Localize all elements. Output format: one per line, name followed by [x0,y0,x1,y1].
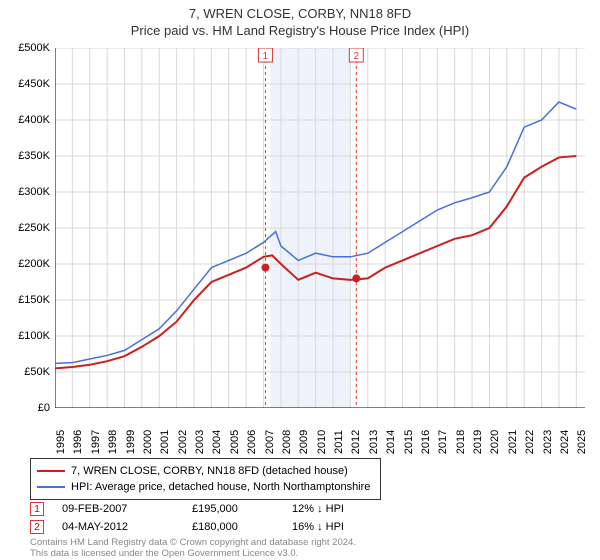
legend-label: HPI: Average price, detached house, Nort… [71,481,370,493]
x-tick-label: 2017 [437,430,449,454]
x-tick-label: 1998 [107,430,119,454]
x-tick-label: 2015 [403,430,415,454]
x-tick-label: 2020 [489,430,501,454]
event-date: 09-FEB-2007 [62,503,192,515]
footnote: Contains HM Land Registry data © Crown c… [30,538,356,560]
x-tick-label: 2013 [368,430,380,454]
event-marker: 1 [30,502,44,516]
x-tick-label: 1996 [72,430,84,454]
footnote-line2: This data is licensed under the Open Gov… [30,548,298,559]
x-tick-label: 1999 [125,430,137,454]
legend-swatch [37,470,65,472]
chart-area: 12 £0£50K£100K£150K£200K£250K£300K£350K£… [55,48,585,408]
legend-swatch [37,486,65,488]
chart-svg: 12 [55,48,585,408]
x-tick-label: 2023 [542,430,554,454]
legend-item: 7, WREN CLOSE, CORBY, NN18 8FD (detached… [37,463,370,479]
event-pct: 16% ↓ HPI [292,521,412,533]
event-table: 1 09-FEB-2007 £195,000 12% ↓ HPI 2 04-MA… [30,500,412,536]
title-main: 7, WREN CLOSE, CORBY, NN18 8FD [0,6,600,21]
svg-text:2: 2 [354,51,360,62]
x-axis-labels: 1995 1996 1997 1998 1999 2000 2001 2002 2003 2004… [55,412,585,452]
x-tick-label: 2005 [229,430,241,454]
title-sub: Price paid vs. HM Land Registry's House … [0,23,600,38]
y-tick-label: £300K [18,186,50,198]
y-tick-label: £100K [18,330,50,342]
y-tick-label: £150K [18,294,50,306]
x-tick-label: 2019 [472,430,484,454]
y-tick-label: £200K [18,258,50,270]
y-tick-label: £400K [18,114,50,126]
legend-item: HPI: Average price, detached house, Nort… [37,479,370,495]
legend-label: 7, WREN CLOSE, CORBY, NN18 8FD (detached… [71,465,348,477]
x-tick-label: 1995 [55,430,67,454]
x-tick-label: 2018 [455,430,467,454]
x-tick-label: 2021 [507,430,519,454]
chart-container: 7, WREN CLOSE, CORBY, NN18 8FD Price pai… [0,0,600,560]
event-price: £180,000 [192,521,292,533]
event-pct: 12% ↓ HPI [292,503,412,515]
event-row: 1 09-FEB-2007 £195,000 12% ↓ HPI [30,500,412,518]
x-tick-label: 2006 [246,430,258,454]
y-tick-label: £500K [18,42,50,54]
footnote-line1: Contains HM Land Registry data © Crown c… [30,537,356,548]
y-tick-label: £250K [18,222,50,234]
event-marker-label: 2 [34,522,40,533]
x-tick-label: 2004 [211,430,223,454]
event-marker-label: 1 [34,504,40,515]
y-tick-label: £450K [18,78,50,90]
x-tick-label: 2011 [333,430,345,454]
event-row: 2 04-MAY-2012 £180,000 16% ↓ HPI [30,518,412,536]
x-tick-label: 2025 [576,430,588,454]
x-tick-label: 1997 [90,430,102,454]
x-tick-label: 2022 [524,430,536,454]
x-tick-label: 2012 [350,430,362,454]
title-block: 7, WREN CLOSE, CORBY, NN18 8FD Price pai… [0,0,600,38]
y-tick-label: £350K [18,150,50,162]
x-tick-label: 2008 [281,430,293,454]
x-tick-label: 2000 [142,430,154,454]
x-tick-label: 2007 [264,430,276,454]
x-tick-label: 2002 [177,430,189,454]
x-tick-label: 2003 [194,430,206,454]
x-tick-label: 2010 [316,430,328,454]
x-tick-label: 2001 [159,430,171,454]
legend-box: 7, WREN CLOSE, CORBY, NN18 8FD (detached… [30,458,381,500]
x-tick-label: 2024 [559,430,571,454]
y-tick-label: £50K [24,366,50,378]
event-date: 04-MAY-2012 [62,521,192,533]
x-tick-label: 2014 [385,430,397,454]
svg-text:1: 1 [263,51,269,62]
y-tick-label: £0 [38,402,50,414]
x-tick-label: 2016 [420,430,432,454]
x-tick-label: 2009 [298,430,310,454]
event-price: £195,000 [192,503,292,515]
event-marker: 2 [30,520,44,534]
